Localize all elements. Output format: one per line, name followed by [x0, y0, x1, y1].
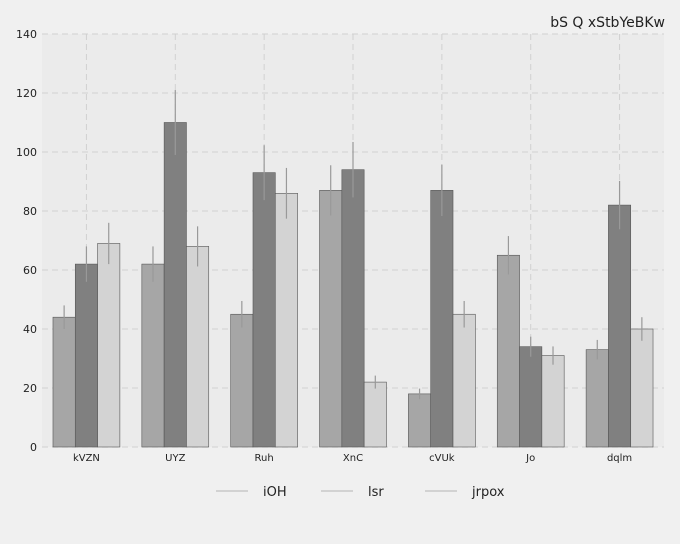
bar — [230, 313, 254, 448]
y-tick-label: 80 — [23, 205, 37, 218]
bar — [408, 393, 432, 448]
bar — [608, 204, 632, 448]
bar — [252, 172, 276, 448]
bar — [452, 313, 476, 448]
y-axis: 0 20 40 60 80 100 120 140 — [16, 28, 37, 454]
bar — [630, 328, 654, 448]
bar — [585, 349, 609, 448]
x-axis: kVZN UYZ Ruh XnC cVUk Jo dqlm — [73, 453, 632, 464]
legend: iOH lsr jrpox — [216, 485, 505, 500]
x-tick-label: UYZ — [165, 453, 185, 464]
legend-label: lsr — [368, 485, 384, 500]
x-tick-label: dqlm — [607, 453, 632, 464]
x-tick-label: cVUk — [429, 453, 455, 464]
chart-title: bS Q xStbYeBKw — [550, 15, 665, 31]
error-bars — [63, 90, 643, 400]
bar — [363, 381, 387, 448]
bar — [274, 193, 298, 448]
bar — [541, 355, 565, 448]
bar — [496, 254, 520, 448]
bar — [74, 263, 98, 448]
x-tick-label: Jo — [525, 453, 535, 464]
bar — [186, 246, 210, 448]
legend-label: iOH — [263, 485, 287, 500]
x-tick-label: kVZN — [73, 453, 100, 464]
bar — [319, 190, 343, 448]
bar — [141, 263, 165, 448]
y-tick-label: 120 — [16, 87, 37, 100]
x-tick-label: XnC — [343, 453, 363, 464]
y-tick-label: 60 — [23, 264, 37, 277]
y-tick-label: 140 — [16, 28, 37, 41]
bar — [519, 346, 543, 448]
y-tick-label: 0 — [30, 441, 37, 454]
y-tick-label: 100 — [16, 146, 37, 159]
bar — [97, 243, 121, 448]
bar — [163, 122, 187, 448]
bar — [341, 169, 365, 448]
x-tick-label: Ruh — [255, 453, 274, 464]
bar — [52, 316, 76, 448]
y-tick-label: 20 — [23, 382, 37, 395]
bar — [430, 190, 454, 448]
legend-label: jrpox — [471, 485, 505, 500]
y-tick-label: 40 — [23, 323, 37, 336]
bars — [52, 122, 654, 448]
